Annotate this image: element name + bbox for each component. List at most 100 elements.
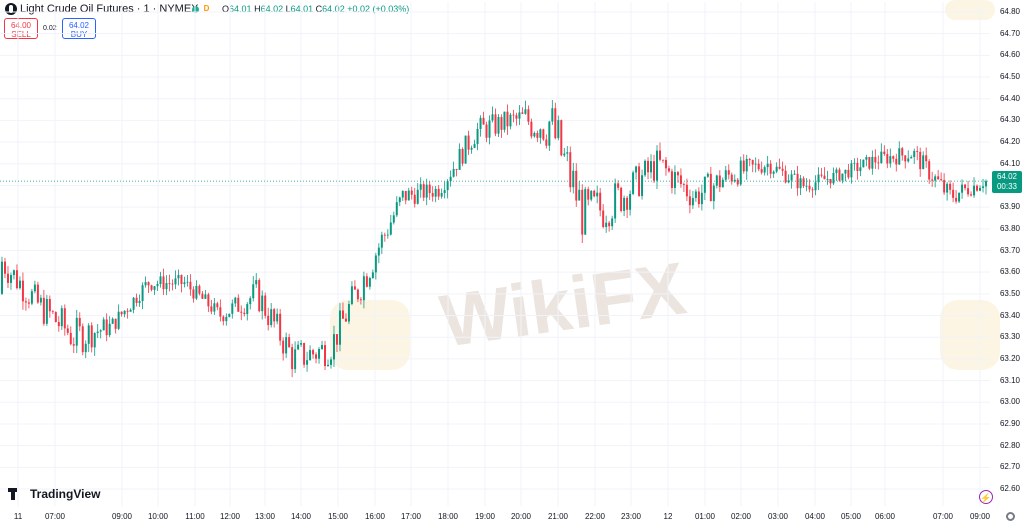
candle-body	[380, 234, 383, 248]
candle-body	[159, 276, 162, 285]
candle-body	[162, 276, 165, 290]
candle-body	[96, 331, 99, 334]
candle-body	[114, 318, 117, 329]
candle-body	[545, 139, 548, 146]
candle-body	[428, 184, 431, 194]
candle-body	[841, 173, 844, 181]
high-value: 64.02	[260, 4, 284, 14]
candle-body	[27, 302, 30, 304]
candle-body	[222, 316, 225, 322]
time-tick-label: 16:00	[364, 512, 386, 521]
candle-body	[225, 316, 228, 322]
candle-body	[467, 135, 470, 150]
candle-body	[383, 234, 386, 236]
candle-body	[608, 222, 611, 227]
candle-body	[919, 151, 922, 170]
candle-body	[90, 325, 93, 348]
candle-body	[904, 155, 907, 162]
candle-body	[506, 111, 509, 127]
candle-body	[787, 180, 790, 183]
price-tick-label: 63.60	[999, 267, 1020, 277]
candle-body	[667, 168, 670, 172]
candle-body	[530, 121, 533, 137]
candle-body	[36, 284, 39, 303]
candle-body	[57, 322, 60, 327]
candle-body	[431, 193, 434, 197]
candle-body	[587, 189, 590, 200]
candle-body	[264, 295, 267, 316]
candle-body	[512, 114, 515, 116]
time-tick-label: 01:00	[694, 512, 716, 521]
time-tick-label: 22:00	[584, 512, 606, 521]
candle-body	[650, 161, 653, 173]
candle-body	[593, 190, 596, 197]
candle-body	[192, 289, 195, 299]
candle-body	[374, 255, 377, 273]
candle-body	[207, 294, 210, 307]
current-price: 64.02	[996, 172, 1018, 182]
gear-icon[interactable]	[1006, 512, 1015, 521]
candle-body	[171, 283, 174, 285]
candle-body	[970, 194, 973, 196]
price-tick-label: 63.30	[999, 332, 1020, 342]
candle-body	[772, 171, 775, 174]
candle-body	[359, 299, 362, 301]
candle-body	[189, 281, 192, 290]
candle-body	[982, 186, 985, 188]
time-tick-label: 12:00	[219, 512, 241, 521]
candle-body	[724, 170, 727, 180]
candle-body	[563, 153, 566, 156]
candle-body	[823, 175, 826, 180]
candle-body	[718, 175, 721, 188]
lightning-icon[interactable]: ⚡	[979, 490, 993, 504]
candle-body	[261, 295, 264, 312]
candle-body	[757, 163, 760, 170]
candle-body	[868, 157, 871, 169]
candle-body	[641, 175, 644, 196]
candle-body	[539, 129, 542, 138]
candle-body	[419, 184, 422, 190]
candle-body	[54, 312, 57, 323]
candle-body	[273, 309, 276, 322]
candle-body	[955, 197, 958, 202]
candle-body	[204, 294, 207, 299]
candle-body	[796, 173, 799, 189]
time-tick-label: 14:00	[290, 512, 312, 521]
candle-body	[464, 135, 467, 164]
candle-body	[66, 328, 69, 333]
candle-body	[856, 162, 859, 172]
candle-body	[458, 149, 461, 170]
candle-body	[240, 311, 243, 313]
candle-body	[931, 179, 934, 181]
time-tick-label: 15:00	[327, 512, 349, 521]
candle-body	[488, 120, 491, 138]
candle-body	[572, 170, 575, 188]
open-label: O	[222, 4, 230, 14]
candle-body	[940, 179, 943, 181]
candle-body	[850, 163, 853, 178]
candle-body	[865, 157, 868, 160]
time-tick-label: 09:00	[969, 512, 991, 521]
price-tick-label: 64.50	[999, 72, 1020, 82]
current-price-tag: 64.02 00:33	[992, 171, 1022, 194]
candle-body	[554, 108, 557, 139]
time-tick-label: 19:00	[474, 512, 496, 521]
candle-body	[422, 184, 425, 198]
candle-body	[392, 215, 395, 223]
candle-body	[808, 185, 811, 190]
candle-body	[276, 313, 279, 322]
buy-price: 64.02	[68, 21, 90, 30]
tradingview-logo[interactable]: TradingView	[8, 487, 100, 501]
candle-body	[790, 174, 793, 181]
time-tick-label: 23:00	[620, 512, 642, 521]
candle-body	[721, 179, 724, 188]
price-axis[interactable]: 64.80 64.70 64.60 64.50 64.40 64.30 64.20 64.10…	[990, 0, 1024, 524]
candle-body	[961, 184, 964, 193]
candle-body	[742, 160, 745, 172]
candle-body	[485, 124, 488, 138]
candle-body	[835, 169, 838, 173]
candle-body	[255, 280, 258, 285]
candle-body	[877, 162, 880, 164]
candle-body	[461, 149, 464, 164]
